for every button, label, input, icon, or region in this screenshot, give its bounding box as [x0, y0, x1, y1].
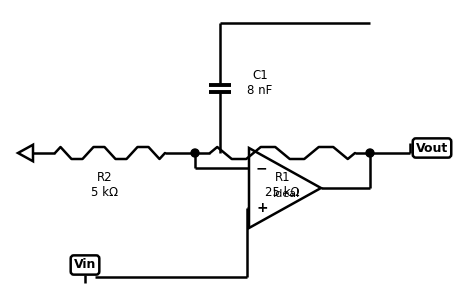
Circle shape [191, 149, 199, 157]
Text: R1
25 kΩ: R1 25 kΩ [265, 171, 300, 199]
Text: C1
8 nF: C1 8 nF [247, 69, 273, 97]
Text: R2
5 kΩ: R2 5 kΩ [91, 171, 118, 199]
Circle shape [366, 149, 374, 157]
Text: Vout: Vout [416, 141, 448, 155]
Text: +: + [256, 201, 268, 215]
Text: Vin: Vin [74, 258, 96, 271]
Text: Ideal: Ideal [273, 189, 301, 199]
Text: −: − [256, 161, 268, 175]
